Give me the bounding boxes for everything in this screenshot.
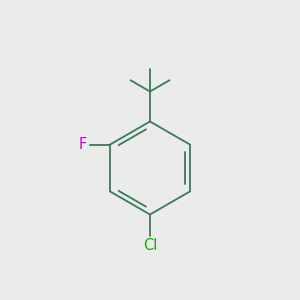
Text: Cl: Cl — [143, 238, 157, 253]
Text: F: F — [79, 137, 87, 152]
